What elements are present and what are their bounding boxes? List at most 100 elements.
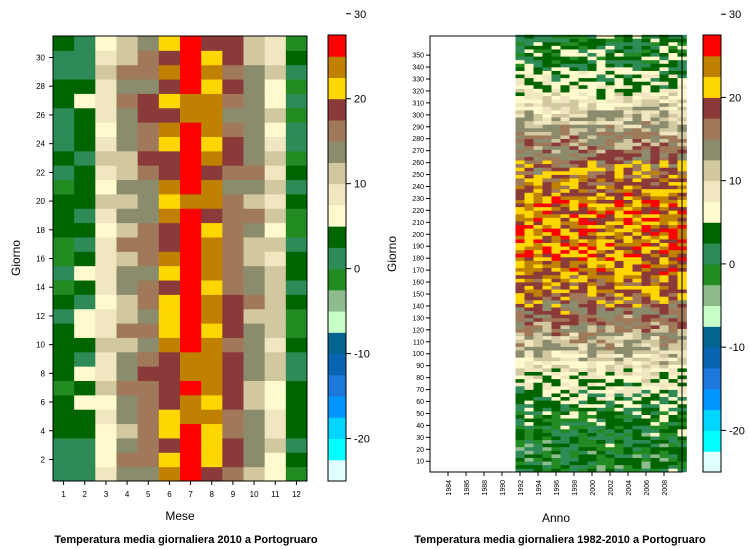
heatmap-cell xyxy=(632,196,642,200)
heatmap-cell xyxy=(551,321,561,326)
heatmap-cell xyxy=(243,265,266,281)
heatmap-cell xyxy=(551,188,561,193)
heatmap-cell xyxy=(533,389,543,394)
heatmap-cell xyxy=(74,236,96,252)
heatmap-cell xyxy=(668,292,678,297)
heatmap-cell xyxy=(137,308,160,324)
heatmap-cell xyxy=(158,165,181,181)
heatmap-cell xyxy=(641,350,651,355)
heatmap-cell xyxy=(137,150,160,166)
heatmap-cell xyxy=(587,389,597,394)
heatmap-cell xyxy=(641,385,651,390)
heatmap-cell xyxy=(659,260,669,265)
heatmap-cell xyxy=(578,160,588,165)
heatmap-cell xyxy=(605,314,615,319)
heatmap-cell xyxy=(614,156,624,161)
heatmap-cell xyxy=(650,314,660,319)
heatmap-cell xyxy=(560,178,570,183)
colorbar-swatch xyxy=(703,118,721,140)
heatmap-cell xyxy=(560,167,570,172)
heatmap-cell xyxy=(641,67,651,71)
heatmap-cell xyxy=(560,296,570,301)
heatmap-cell xyxy=(201,179,223,195)
heatmap-cell xyxy=(650,41,660,46)
heatmap-cell xyxy=(650,446,660,451)
x-tick-label: 8 xyxy=(210,490,215,499)
heatmap-cell xyxy=(614,418,624,423)
heatmap-cell xyxy=(614,274,624,279)
heatmap-cell xyxy=(623,138,633,143)
heatmap-cell xyxy=(533,196,543,200)
heatmap-cell xyxy=(569,364,579,369)
heatmap-cell xyxy=(596,153,606,157)
heatmap-cell xyxy=(243,294,266,310)
heatmap-cell xyxy=(137,50,160,66)
heatmap-cell xyxy=(605,299,615,304)
heatmap-cell xyxy=(596,271,606,276)
heatmap-cell xyxy=(623,188,633,193)
colorbar-tick-label: 20 xyxy=(729,92,741,104)
heatmap-cell xyxy=(641,271,651,276)
heatmap-cell xyxy=(180,64,202,80)
heatmap-cell xyxy=(243,323,266,338)
heatmap-cell xyxy=(569,188,579,193)
x-tick-label: 1988 xyxy=(482,480,489,496)
heatmap-cell xyxy=(542,149,552,154)
heatmap-cell xyxy=(641,421,651,426)
heatmap-cell xyxy=(596,135,606,140)
heatmap-cell xyxy=(560,99,570,104)
heatmap-cell xyxy=(533,271,543,276)
colorbar-swatch xyxy=(703,139,721,161)
heatmap-cell xyxy=(641,296,651,301)
heatmap-cell xyxy=(668,310,678,315)
heatmap-cell xyxy=(605,221,615,226)
heatmap-cell xyxy=(524,239,534,243)
heatmap-cell xyxy=(623,224,633,229)
heatmap-cell xyxy=(596,357,606,362)
heatmap-cell xyxy=(596,443,606,448)
heatmap-cell xyxy=(515,92,525,97)
heatmap-cell xyxy=(659,425,669,430)
heatmap-cell xyxy=(614,88,624,93)
heatmap-cell xyxy=(668,77,678,82)
heatmap-cell xyxy=(578,461,588,466)
heatmap-cell xyxy=(623,203,633,208)
heatmap-cell xyxy=(632,418,642,423)
heatmap-cell xyxy=(605,403,615,408)
heatmap-cell xyxy=(551,142,561,147)
heatmap-cell xyxy=(596,360,606,365)
heatmap-cell xyxy=(641,321,651,326)
heatmap-cell xyxy=(116,251,139,267)
heatmap-cell xyxy=(201,337,223,353)
heatmap-cell xyxy=(578,285,588,290)
heatmap-cell xyxy=(524,249,534,254)
heatmap-cell xyxy=(587,217,597,222)
heatmap-cell xyxy=(623,454,633,458)
x-tick-label: 2004 xyxy=(626,480,633,496)
heatmap-cell xyxy=(650,235,660,240)
heatmap-cell xyxy=(578,346,588,351)
heatmap-cell xyxy=(650,239,660,243)
heatmap-cell xyxy=(515,38,525,43)
heatmap-cell xyxy=(587,314,597,319)
heatmap-cell xyxy=(659,314,669,319)
heatmap-cell xyxy=(533,199,543,204)
x-tick-label: 1 xyxy=(61,490,66,499)
heatmap-cell xyxy=(569,34,579,39)
heatmap-cell xyxy=(641,439,651,444)
heatmap-cell xyxy=(659,310,669,315)
heatmap-cell xyxy=(560,228,570,233)
heatmap-cell xyxy=(560,131,570,136)
heatmap-cell xyxy=(641,378,651,383)
heatmap-cell xyxy=(614,210,624,215)
heatmap-cell xyxy=(533,256,543,261)
heatmap-cell xyxy=(524,346,534,351)
heatmap-cell xyxy=(641,188,651,193)
heatmap-cell xyxy=(578,84,588,89)
heatmap-cell xyxy=(116,208,139,224)
heatmap-cell xyxy=(542,99,552,104)
heatmap-cell xyxy=(623,34,633,39)
heatmap-cell xyxy=(623,88,633,93)
heatmap-cell xyxy=(551,353,561,358)
heatmap-cell xyxy=(605,432,615,437)
